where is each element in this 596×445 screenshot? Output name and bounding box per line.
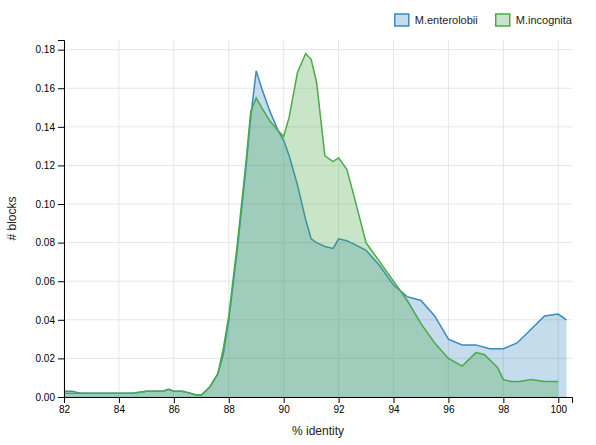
tick-mark (58, 50, 64, 51)
tick: 0.12 (36, 160, 64, 171)
grid-line (64, 49, 572, 50)
tick-label: 90 (279, 404, 291, 415)
tick: 82 (59, 397, 71, 415)
tick-mark (558, 397, 559, 403)
tick-mark (58, 243, 64, 244)
tick: 0.14 (36, 122, 64, 133)
tick-label: 98 (498, 404, 510, 415)
tick: 100 (550, 397, 567, 415)
tick: 0.00 (36, 392, 64, 403)
tick: 0.16 (36, 83, 64, 94)
tick-mark (119, 397, 120, 403)
chart: 8284868890929496981000.000.020.040.060.0… (0, 0, 596, 445)
tick-mark (58, 88, 64, 89)
tick: 0.02 (36, 353, 64, 364)
tick-label: 0.12 (36, 160, 56, 171)
tick-label: 84 (114, 404, 126, 415)
y-axis: 0.00 0.02 0.04 0.06 0.08 0.10 0.12 0.14 0.16 0.18 (36, 41, 65, 403)
plot: 8284868890929496981000.000.020.040.060.0… (36, 40, 573, 415)
tick: 94 (388, 397, 400, 415)
tick: 98 (498, 397, 510, 415)
tick: 0.04 (36, 315, 64, 326)
tick-mark (174, 397, 175, 403)
tick: 84 (114, 397, 126, 415)
tick-label: 96 (443, 404, 455, 415)
tick: 0.06 (36, 276, 64, 287)
tick: 0.10 (36, 199, 64, 210)
tick-mark (58, 397, 64, 398)
legend-label: M.enterolobii (415, 14, 478, 26)
tick-mark (448, 397, 449, 403)
tick-label: 82 (59, 404, 71, 415)
tick: 86 (169, 397, 181, 415)
legend-swatch (395, 14, 409, 26)
tick: 0.18 (36, 44, 64, 55)
marks (64, 54, 567, 397)
tick-label: 86 (169, 404, 181, 415)
y-axis-title: # blocks (5, 196, 19, 240)
tick-label: 0.00 (36, 392, 56, 403)
tick-mark (394, 397, 395, 403)
tick-mark (58, 281, 64, 282)
legend: M.enterolobii M.incognita (395, 14, 573, 26)
tick: 90 (279, 397, 291, 415)
legend-item: M.incognita (496, 14, 573, 26)
tick-label: 0.04 (36, 315, 56, 326)
tick-mark (58, 204, 64, 205)
tick-mark (58, 358, 64, 359)
grid (64, 40, 572, 397)
legend-swatch (496, 14, 510, 26)
tick-label: 0.06 (36, 276, 56, 287)
tick-mark (58, 320, 64, 321)
line (64, 54, 558, 396)
tick: 0.08 (36, 237, 64, 248)
tick-label: 0.02 (36, 353, 56, 364)
axis-line (58, 41, 65, 398)
tick: 96 (443, 397, 455, 415)
axis-line (65, 398, 573, 404)
grid-line (503, 40, 504, 397)
tick-label: 94 (388, 404, 400, 415)
tick-mark (503, 397, 504, 403)
tick-label: 0.14 (36, 122, 56, 133)
tick-label: 100 (550, 404, 567, 415)
tick-mark (339, 397, 340, 403)
grid-line (173, 40, 174, 397)
tick-label: 92 (334, 404, 346, 415)
tick: 88 (224, 397, 236, 415)
x-axis-title: % identity (292, 424, 344, 438)
tick-mark (58, 165, 64, 166)
tick-label: 0.18 (36, 44, 56, 55)
tick-mark (58, 127, 64, 128)
tick-label: 0.16 (36, 83, 56, 94)
x-axis: 82 84 86 88 90 92 94 96 98 100 (59, 397, 573, 415)
legend-item: M.enterolobii (395, 14, 478, 26)
legend-label: M.incognita (516, 14, 573, 26)
tick-label: 0.10 (36, 199, 56, 210)
tick-mark (229, 397, 230, 403)
area (64, 54, 558, 397)
tick-label: 88 (224, 404, 236, 415)
grid-line (118, 40, 119, 397)
tick-mark (284, 397, 285, 403)
tick-label: 0.08 (36, 237, 56, 248)
tick: 92 (334, 397, 346, 415)
